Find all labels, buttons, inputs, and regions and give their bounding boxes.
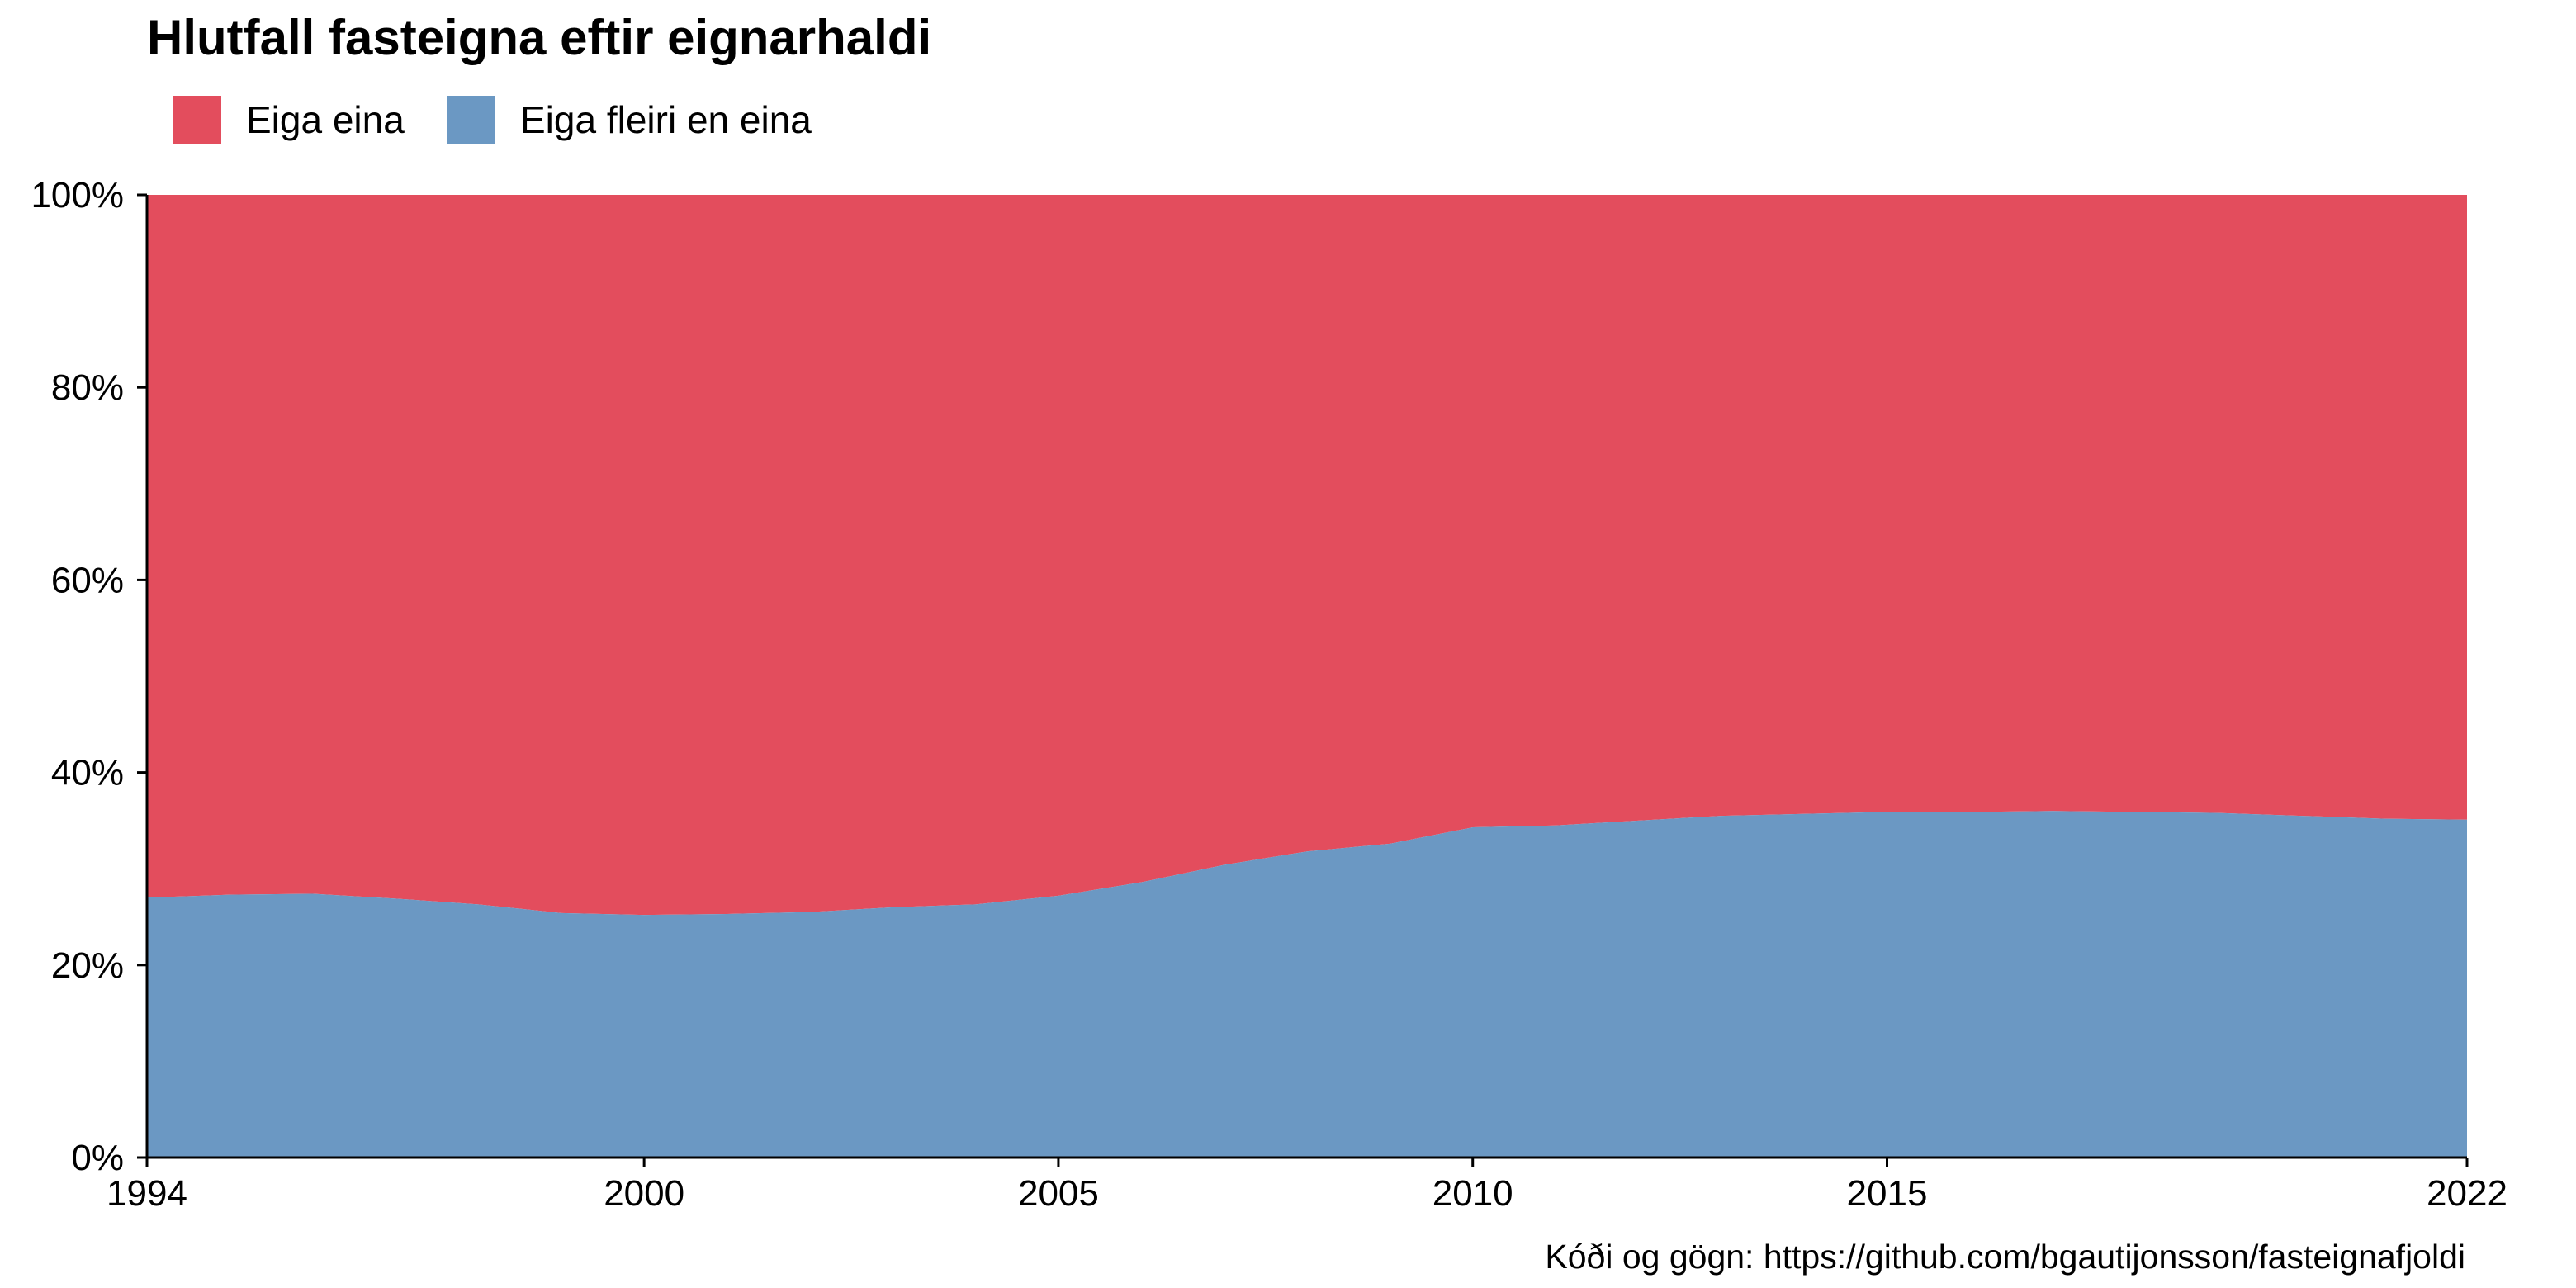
area-eiga-fleiri-en-eina — [147, 811, 2467, 1158]
legend-swatch-eiga-fleiri-en-eina — [447, 96, 495, 144]
x-tick-label: 2022 — [2427, 1173, 2507, 1214]
y-tick-label: 0% — [71, 1138, 124, 1178]
y-tick-label: 60% — [51, 560, 124, 600]
x-tick-label: 2000 — [604, 1173, 684, 1214]
legend-swatch-eiga-eina — [173, 96, 221, 144]
plot-area — [147, 195, 2467, 1158]
axes: 0% 20% 40% 60% 80% 100% 1994 2000 2005 2010 2015 20… — [31, 175, 2507, 1214]
x-tick-label: 2005 — [1018, 1173, 1099, 1214]
x-tick-label: 1994 — [107, 1173, 187, 1214]
legend: Eiga eina Eiga fleiri en eina — [173, 96, 812, 144]
y-tick-label: 40% — [51, 753, 124, 793]
legend-label-eiga-eina: Eiga eina — [246, 98, 405, 141]
y-tick-label: 80% — [51, 367, 124, 408]
legend-item-eiga-fleiri-en-eina: Eiga fleiri en eina — [447, 96, 812, 144]
area-eiga-eina — [147, 195, 2467, 916]
y-tick-label: 20% — [51, 945, 124, 986]
legend-item-eiga-eina: Eiga eina — [173, 96, 405, 144]
chart-caption: Kóði og gögn: https://github.com/bgautij… — [1545, 1238, 2465, 1276]
legend-label-eiga-fleiri-en-eina: Eiga fleiri en eina — [520, 98, 812, 141]
x-tick-label: 2015 — [1847, 1173, 1928, 1214]
x-tick-label: 2010 — [1432, 1173, 1513, 1214]
chart-title: Hlutfall fasteigna eftir eignarhaldi — [147, 10, 931, 65]
y-tick-label: 100% — [31, 175, 124, 215]
